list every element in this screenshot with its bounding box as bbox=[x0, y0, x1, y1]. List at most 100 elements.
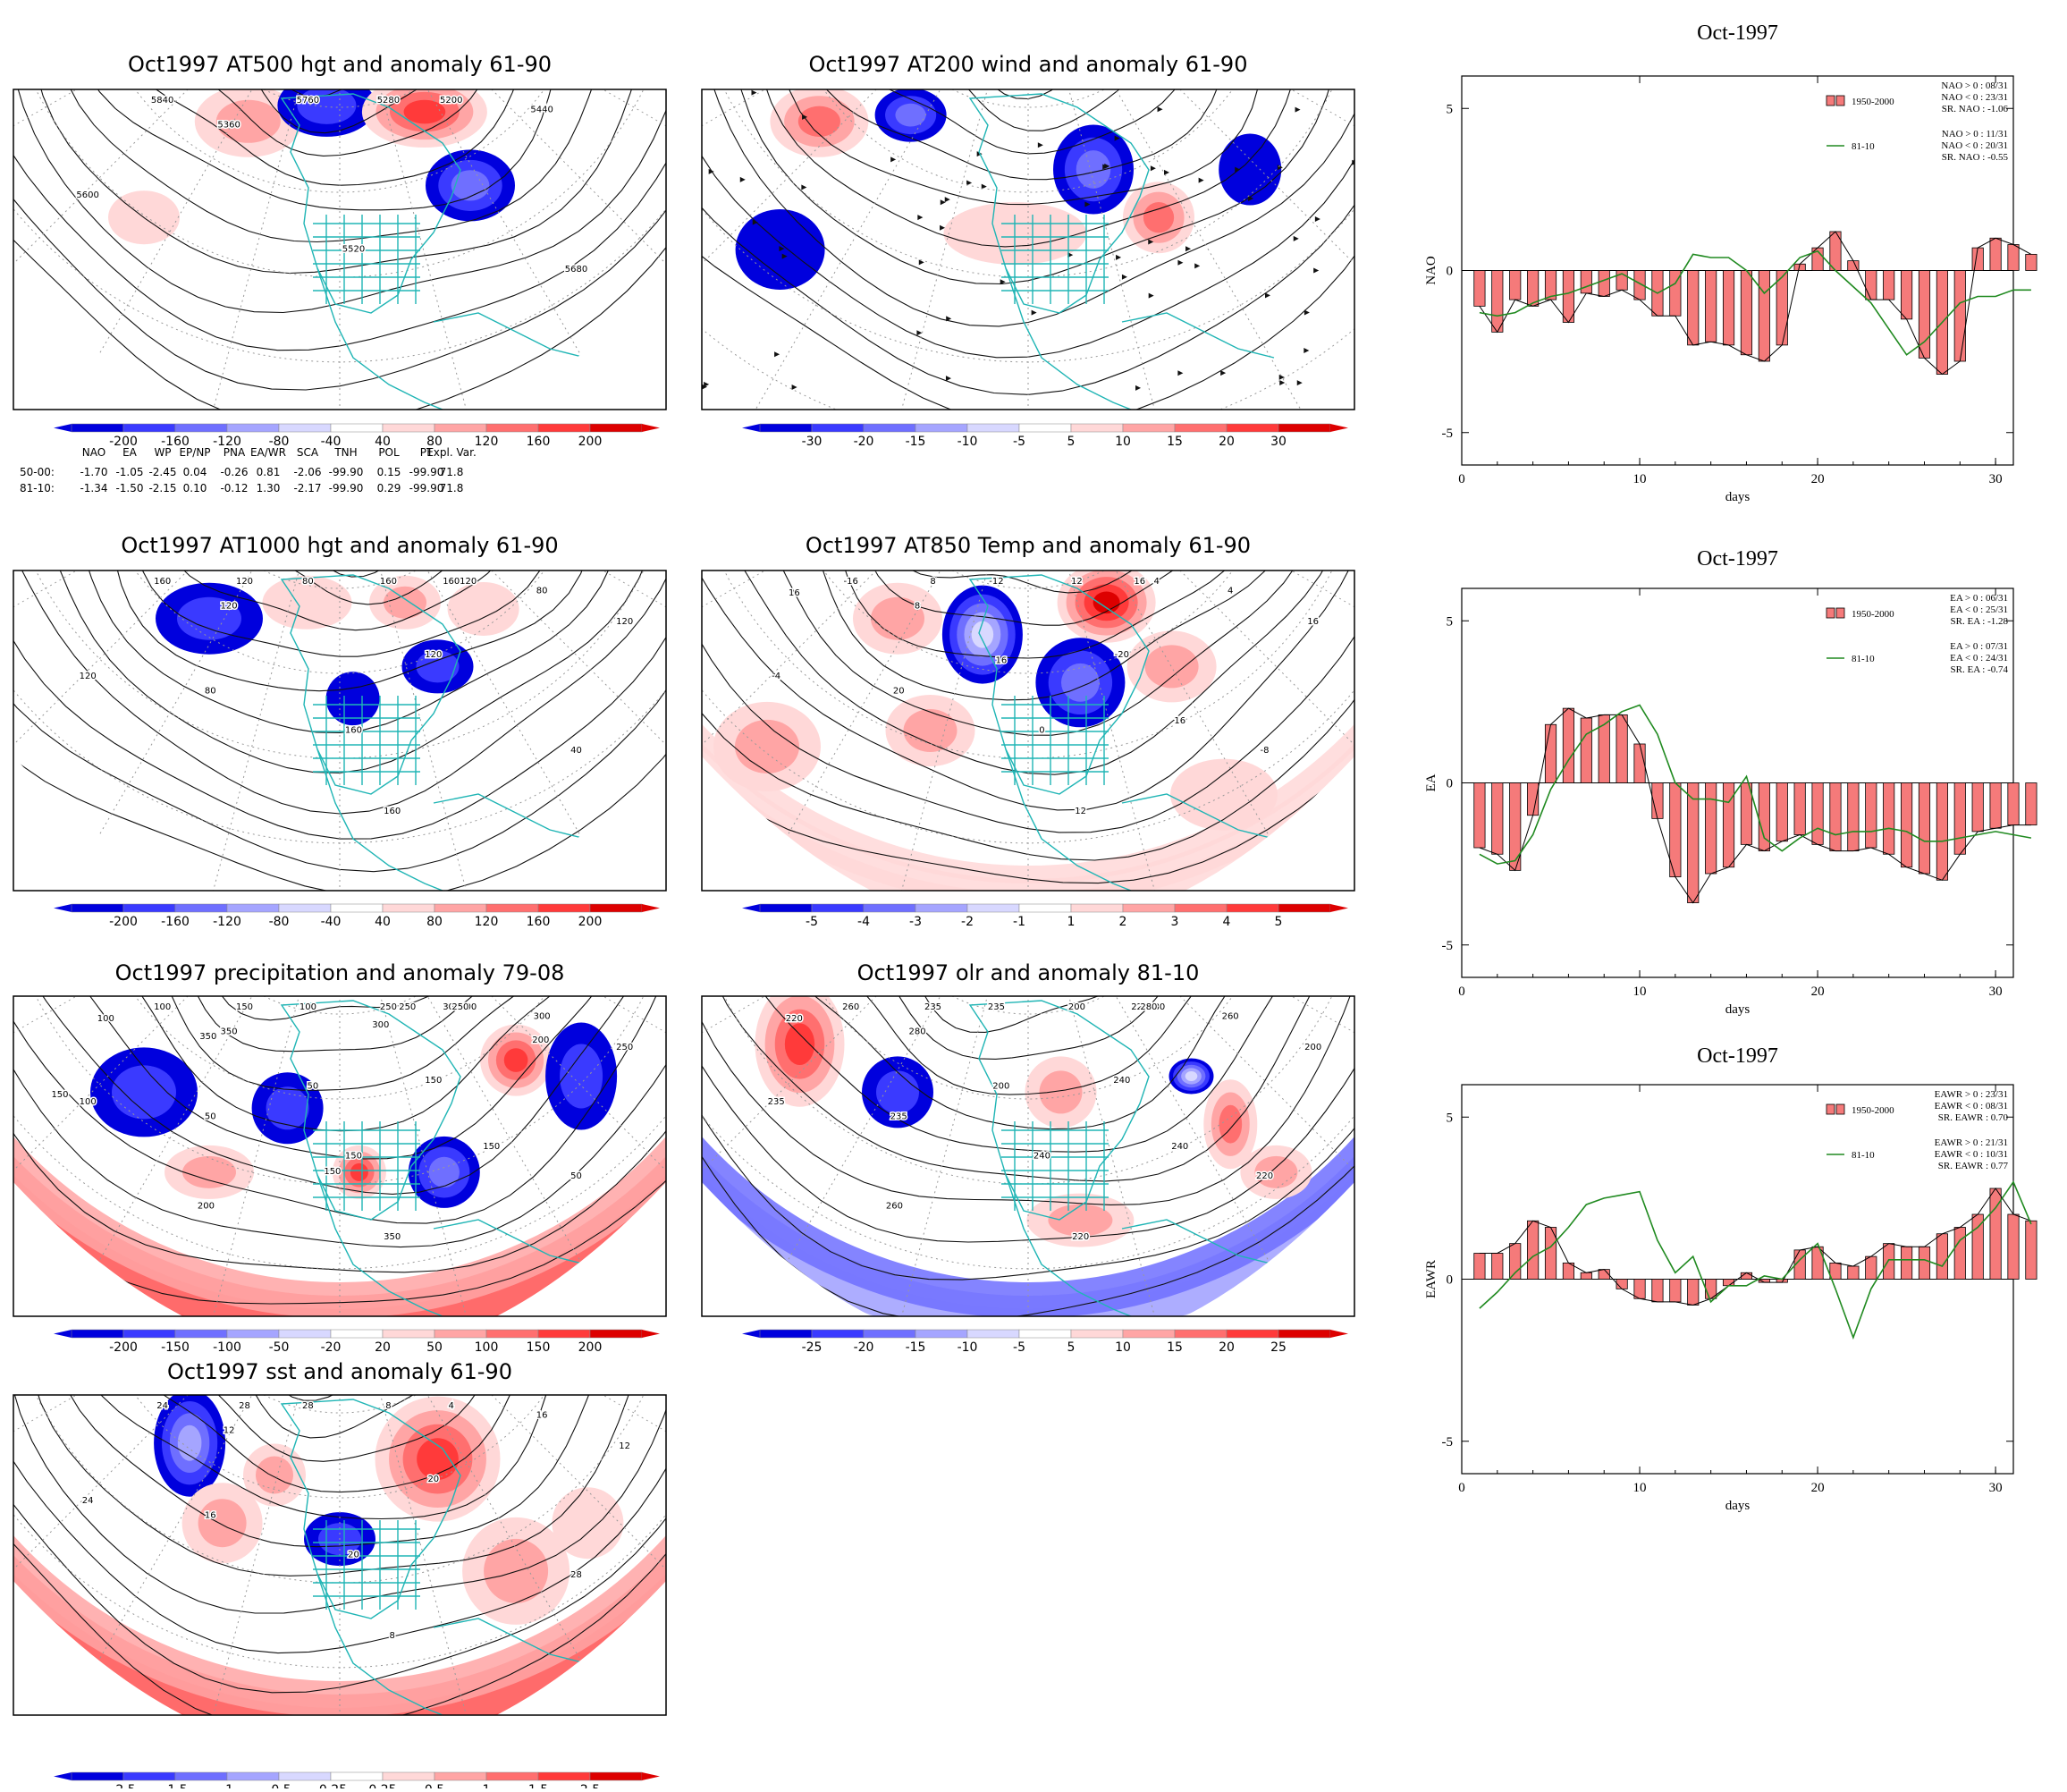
bar bbox=[1918, 1246, 1931, 1280]
y-axis-label: EA bbox=[1424, 773, 1438, 791]
anomaly-patch bbox=[895, 103, 926, 127]
colorbar-label: 3 bbox=[1171, 915, 1179, 929]
index-value: -99.90 bbox=[329, 482, 364, 494]
anomaly-patch bbox=[1060, 663, 1100, 702]
colorbar-arrow-low bbox=[54, 424, 72, 432]
meridian bbox=[1068, 571, 1155, 891]
contour-labels: 5200 5280 5360 5440 5520 5600 5680 5760 5840 bbox=[75, 95, 589, 276]
contour-label: 100 bbox=[300, 1002, 316, 1012]
colorbar-label: -20 bbox=[854, 1340, 874, 1355]
contour-line bbox=[845, 571, 1226, 659]
contour-label: 300 bbox=[443, 1002, 460, 1012]
index-value: 71.8 bbox=[440, 482, 464, 494]
index-header: SCA bbox=[297, 446, 319, 459]
colorbar-arrow-high bbox=[1330, 424, 1348, 432]
colorbar-swatch bbox=[278, 903, 332, 913]
streamline-arrow bbox=[1194, 263, 1201, 269]
anomaly-patch bbox=[1039, 1070, 1083, 1114]
bar bbox=[1527, 782, 1540, 816]
colorbar-swatch bbox=[122, 1771, 176, 1781]
x-tick-label: 30 bbox=[1989, 472, 2003, 486]
contour-label: 150 bbox=[425, 1076, 442, 1086]
bar bbox=[1687, 270, 1700, 346]
projection-mask bbox=[702, 1182, 1354, 1316]
meridian bbox=[1290, 571, 1354, 608]
colorbar-swatch bbox=[71, 1329, 124, 1339]
stats-note: NAO < 0 : 20/31 bbox=[1941, 140, 2008, 151]
contour-label: 350 bbox=[199, 1032, 216, 1042]
contour-label: 50 bbox=[570, 1171, 582, 1181]
contour-label: 350 bbox=[221, 1027, 238, 1037]
colorbar-swatch bbox=[174, 1771, 228, 1781]
contour-label: 300 bbox=[534, 1012, 551, 1022]
contour-label: 220 bbox=[1072, 1232, 1089, 1242]
streamline-arrow bbox=[801, 184, 807, 190]
anomaly-patch bbox=[350, 1162, 368, 1181]
meridian bbox=[213, 89, 300, 410]
meridian bbox=[380, 996, 467, 1316]
contour-label: 8 bbox=[385, 1401, 391, 1411]
bar bbox=[1953, 270, 1966, 362]
anomaly-patch bbox=[182, 1155, 236, 1188]
coastline-central-america bbox=[1005, 267, 1132, 410]
anomaly-patch bbox=[428, 1156, 460, 1188]
colorbar-swatch bbox=[278, 423, 332, 433]
streamline-arrow bbox=[1114, 135, 1120, 141]
contour-line bbox=[865, 996, 1192, 1095]
contour-line bbox=[721, 996, 1311, 1182]
contour-label: 50 bbox=[307, 1081, 318, 1091]
anomaly-patch bbox=[1048, 1204, 1113, 1237]
index-header: EP/NP bbox=[179, 446, 210, 459]
contour-line bbox=[766, 89, 1291, 248]
anomaly-patch bbox=[112, 1065, 176, 1120]
colorbar-swatch bbox=[1278, 423, 1331, 433]
contour-label: 12 bbox=[1075, 807, 1086, 816]
contour-line bbox=[713, 89, 1354, 327]
contour-line bbox=[702, 1064, 1354, 1243]
streamline-arrow bbox=[966, 180, 973, 186]
colorbar-label: 1 bbox=[1067, 915, 1076, 929]
x-axis-label: days bbox=[1725, 490, 1751, 504]
index-header: WP bbox=[154, 446, 171, 459]
contour-label: 150 bbox=[345, 1152, 362, 1162]
contour-labels: 4 8 12 16 20 24 28 28 24 20 16 12 8 28 bbox=[80, 1400, 631, 1643]
anomaly-patch bbox=[1219, 1104, 1243, 1144]
streamline-arrow bbox=[1293, 235, 1299, 241]
meridian bbox=[380, 1395, 467, 1715]
stats-note: NAO < 0 : 23/31 bbox=[1941, 92, 2008, 103]
index-value: -99.90 bbox=[409, 466, 444, 478]
map-title: Oct1997 sst and anomaly 61-90 bbox=[167, 1359, 512, 1384]
colorbar-swatch bbox=[122, 423, 176, 433]
colorbar-label: -5 bbox=[1013, 1340, 1025, 1355]
colorbar: -2.5 -1.5 -1 -0.5 -0.25 0.25 0.5 1 1.5 2.5 bbox=[54, 1771, 660, 1792]
colorbar-label: -1 bbox=[221, 1783, 233, 1788]
colorbar-swatch bbox=[759, 423, 813, 433]
contour-labels: 3002503503001501005010010015050250350150… bbox=[50, 1002, 635, 1244]
meridian bbox=[901, 996, 988, 1316]
contour-label: 16 bbox=[536, 1411, 548, 1421]
coastline-central-america bbox=[316, 267, 443, 410]
streamline-arrow bbox=[1314, 216, 1320, 223]
index-value: -1.34 bbox=[80, 482, 107, 494]
coastline-central-america bbox=[316, 1174, 443, 1316]
colorbar-swatch bbox=[434, 903, 487, 913]
colorbar-label: -20 bbox=[321, 1340, 342, 1355]
stats-note: EAWR < 0 : 08/31 bbox=[1935, 1101, 2008, 1112]
colorbar-swatch bbox=[863, 1329, 916, 1339]
colorbar-label: 160 bbox=[527, 435, 551, 449]
streamline-arrow bbox=[1198, 177, 1204, 183]
contour-label: 235 bbox=[768, 1097, 785, 1107]
colorbar-label: -5 bbox=[1013, 435, 1025, 449]
bar bbox=[2007, 782, 2020, 826]
streamline-arrow bbox=[802, 114, 808, 120]
contour-label: 220 bbox=[1131, 1002, 1148, 1012]
y-tick-label: 5 bbox=[1447, 614, 1454, 629]
x-tick-label: 20 bbox=[1811, 472, 1825, 486]
stats-note: NAO > 0 : 08/31 bbox=[1941, 80, 2008, 91]
contour-label: 160 bbox=[154, 577, 171, 587]
map-title: Oct1997 olr and anomaly 81-10 bbox=[857, 960, 1200, 985]
legend-bar-label: 1950-2000 bbox=[1852, 1105, 1894, 1116]
meridian bbox=[755, 89, 941, 410]
